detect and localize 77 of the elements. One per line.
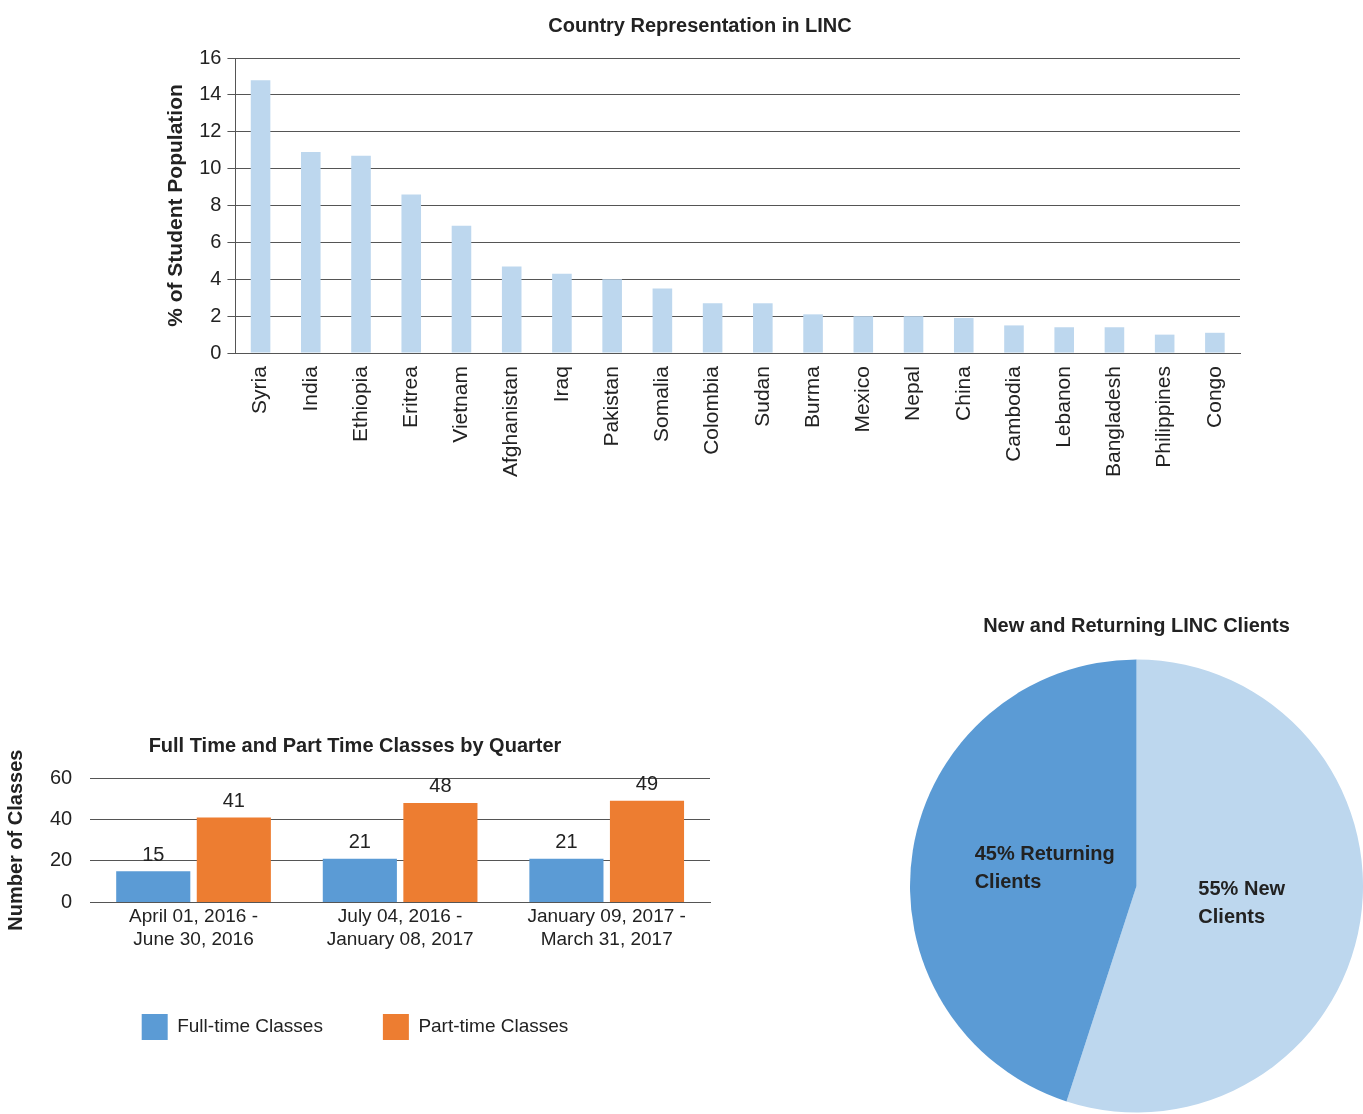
bar [602,279,622,353]
x-tick-label: Nepal [900,366,924,421]
chart-title: Country Representation in LINC [548,13,852,36]
bar [196,817,271,902]
bar [803,314,823,353]
chart-title: New and Returning LINC Clients [983,613,1290,636]
x-tick-label: July 04, 2016 - January 08, 2017 [326,905,474,949]
data-label: 55% New Clients [1198,877,1286,928]
y-axis-title: % of Student Population [163,84,187,327]
x-tick-label: Eritrea [398,365,422,428]
chart-title: Full Time and Part Time Classes by Quarter [148,733,562,756]
bar [853,316,874,353]
bar [116,871,191,902]
data-label: 21 [555,830,578,853]
x-tick-label: Pakistan [598,366,622,447]
bar [1104,327,1125,353]
x-tick-label: Congo [1201,366,1225,428]
y-tick-label: 0 [210,340,222,363]
data-label: 49 [635,772,659,795]
data-label: 41 [222,788,245,811]
bar [753,303,773,353]
data-label: 21 [348,830,371,853]
bar [652,288,673,353]
x-tick-label: Mexico [850,366,874,433]
x-tick-label: Lebanon [1051,366,1074,448]
x-tick-label: Burma [799,365,823,428]
x-tick-label: Vietnam [448,366,472,443]
legend-label: Full-time Classes [177,1015,323,1037]
x-tick-label: India [297,365,321,412]
y-tick-label: 20 [50,848,73,871]
y-tick-label: 0 [61,889,73,912]
y-tick-label: 40 [50,806,73,829]
bar [609,800,685,902]
bar [1205,332,1225,353]
bar [322,858,397,902]
x-tick-label: Colombia [699,365,723,455]
bar [501,266,522,353]
bar [1154,334,1175,353]
bar [903,316,924,353]
bar [403,802,478,902]
x-tick-label: Philippines [1151,366,1175,468]
legend-label: Part-time Classes [418,1015,569,1037]
bar [300,152,321,353]
data-label: 15 [142,842,165,865]
x-tick-label: Syria [247,365,271,414]
bar [401,194,422,353]
x-tick-label: Afghanistan [498,366,522,477]
bar [953,318,974,353]
x-tick-label: Cambodia [1000,365,1024,462]
bar [1054,327,1074,353]
y-tick-label: 10 [199,156,222,179]
y-tick-label: 12 [199,119,222,142]
x-tick-label: Somalia [649,365,673,442]
x-tick-label: Bangladesh [1101,366,1125,478]
y-tick-label: 6 [210,229,222,252]
bar [529,858,604,902]
bar [250,80,271,353]
bar [552,273,572,353]
bar [702,303,723,353]
bar [1004,325,1024,353]
y-tick-label: 14 [199,82,222,105]
y-tick-label: 8 [210,193,222,216]
bar [451,225,472,353]
x-tick-label: China [950,365,974,421]
x-tick-label: Sudan [749,366,773,427]
y-axis-title: Number of Classes [3,749,26,931]
y-tick-label: 60 [50,765,73,788]
y-tick-label: 4 [210,266,222,289]
x-tick-label: April 01, 2016 - June 30, 2016 [129,905,258,949]
data-label: 45% Returning Clients [974,841,1115,892]
x-tick-label: Iraq [548,366,572,403]
y-tick-label: 16 [199,45,222,68]
x-tick-label: Ethiopia [347,365,371,442]
x-tick-label: January 09, 2017 - March 31, 2017 [527,905,686,949]
data-label: 48 [429,774,452,797]
y-tick-label: 2 [210,303,222,326]
bar [351,155,371,353]
